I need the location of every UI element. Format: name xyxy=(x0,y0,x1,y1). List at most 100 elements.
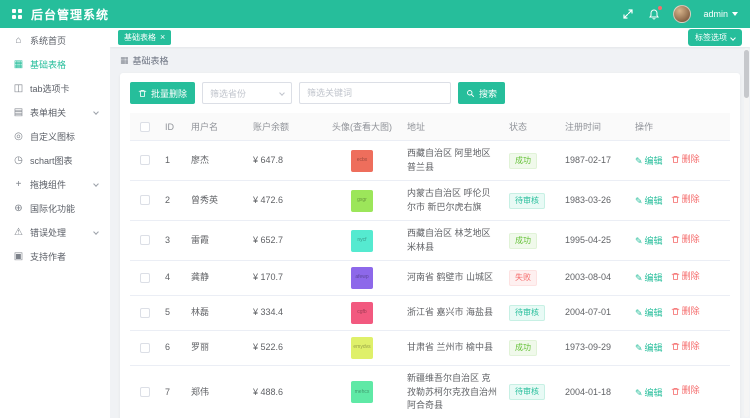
tag-options-button[interactable]: 标签选项 xyxy=(688,29,742,46)
province-select[interactable]: 筛选省份 xyxy=(202,82,293,104)
pencil-icon: ✎ xyxy=(635,387,643,398)
table-row: 6 罗丽 ¥ 522.6 emydvs 甘肃省 兰州市 榆中县 成功 1973-09-29 ✎… xyxy=(130,330,730,366)
cell-status: 待审核 xyxy=(504,180,560,221)
sidebar-item-schart[interactable]: ◷ schart图表 xyxy=(0,148,110,172)
column-header: ID xyxy=(160,113,186,141)
tab-label: 基础表格 xyxy=(124,33,156,42)
sidebar-item-i18n[interactable]: ⊕ 国际化功能 xyxy=(0,196,110,220)
province-select-placeholder: 筛选省份 xyxy=(210,88,247,99)
delete-button[interactable]: 删除 xyxy=(671,270,700,284)
chart-icon: ◷ xyxy=(14,154,23,166)
avatar-image[interactable]: ecbx xyxy=(351,149,373,172)
row-checkbox[interactable] xyxy=(140,235,150,246)
cell-username: 曾秀英 xyxy=(186,180,248,221)
edit-button[interactable]: ✎ 编辑 xyxy=(635,387,663,401)
row-checkbox-cell xyxy=(130,295,160,331)
delete-button[interactable]: 删除 xyxy=(671,340,700,354)
row-checkbox[interactable] xyxy=(140,342,150,353)
sidebar-item-label: schart图表 xyxy=(30,155,73,166)
search-icon xyxy=(467,89,474,97)
sidebar-item-support[interactable]: ▣ 支持作者 xyxy=(0,244,110,268)
avatar-image[interactable]: afewp xyxy=(351,267,373,289)
sidebar-item-forms[interactable]: ▤ 表单相关 xyxy=(0,100,110,124)
sidebar-item-drag[interactable]: + 拖拽组件 xyxy=(0,172,110,196)
batch-delete-button[interactable]: 批量删除 xyxy=(130,82,196,104)
user-menu[interactable]: admin xyxy=(703,9,738,19)
row-checkbox[interactable] xyxy=(140,155,150,166)
cell-avatar: mehcx xyxy=(322,365,402,418)
cell-registered: 1995-04-25 xyxy=(560,220,630,261)
select-all-checkbox[interactable] xyxy=(140,121,150,132)
edit-button[interactable]: ✎ 编辑 xyxy=(635,235,663,249)
row-checkbox[interactable] xyxy=(140,387,150,398)
delete-button[interactable]: 删除 xyxy=(671,384,700,398)
row-checkbox[interactable] xyxy=(140,307,150,318)
scrollbar-thumb[interactable] xyxy=(744,50,749,98)
trash-icon xyxy=(138,89,147,97)
avatar-image[interactable]: cgfb xyxy=(351,302,373,324)
cell-balance: ¥ 170.7 xyxy=(248,260,322,296)
cell-avatar: emydvs xyxy=(322,330,402,366)
delete-button[interactable]: 删除 xyxy=(671,305,700,319)
sidebar-item-errors[interactable]: ⚠ 错误处理 xyxy=(0,220,110,244)
fullscreen-icon[interactable] xyxy=(621,7,635,21)
row-checkbox[interactable] xyxy=(140,272,150,283)
cell-status: 成功 xyxy=(504,220,560,261)
cell-avatar: nycf xyxy=(322,220,402,261)
delete-button[interactable]: 删除 xyxy=(671,193,700,207)
cell-registered: 1983-03-26 xyxy=(560,180,630,221)
cell-address: 新疆维吾尔自治区 克孜勒苏柯尔克孜自治州 阿合奇县 xyxy=(402,365,504,418)
cell-address: 甘肃省 兰州市 榆中县 xyxy=(402,330,504,366)
keyword-input[interactable] xyxy=(299,82,452,104)
warning-icon: ⚠ xyxy=(14,226,23,238)
cell-address: 河南省 鹤壁市 山城区 xyxy=(402,260,504,296)
notification-badge xyxy=(658,6,663,10)
cell-status: 失败 xyxy=(504,260,560,296)
scrollbar[interactable] xyxy=(744,48,749,417)
sidebar-item-label: 表单相关 xyxy=(30,107,67,118)
tag-options-label: 标签选项 xyxy=(695,33,727,42)
avatar-image[interactable]: nycf xyxy=(351,229,373,252)
edit-button[interactable]: ✎ 编辑 xyxy=(635,272,663,286)
cell-id: 5 xyxy=(160,295,186,331)
edit-button[interactable]: ✎ 编辑 xyxy=(635,155,663,169)
cell-status: 成功 xyxy=(504,330,560,366)
cell-registered: 1973-09-29 xyxy=(560,330,630,366)
cell-status: 成功 xyxy=(504,140,560,181)
notification-bell-icon[interactable] xyxy=(647,6,663,21)
avatar-image[interactable]: emydvs xyxy=(351,337,373,359)
avatar-image[interactable]: gxgr xyxy=(351,189,373,212)
user-avatar[interactable] xyxy=(673,5,692,23)
delete-button[interactable]: 删除 xyxy=(671,153,700,167)
close-icon[interactable]: × xyxy=(160,32,166,42)
sidebar-item-custom-icon[interactable]: ◎ 自定义图标 xyxy=(0,124,110,148)
cell-id: 4 xyxy=(160,260,186,296)
tab-basic-table[interactable]: 基础表格 × xyxy=(118,30,172,45)
table-icon: ▦ xyxy=(120,55,129,65)
custom-icon-icon: ◎ xyxy=(14,130,23,142)
avatar-image[interactable]: mehcx xyxy=(351,381,373,404)
cell-balance: ¥ 334.4 xyxy=(248,295,322,331)
breadcrumb-label: 基础表格 xyxy=(132,56,169,66)
edit-button[interactable]: ✎ 编辑 xyxy=(635,307,663,321)
cell-balance: ¥ 488.6 xyxy=(248,365,322,418)
home-icon: ⌂ xyxy=(15,34,22,46)
chevron-down-icon xyxy=(93,229,99,235)
sidebar-item-label: 支持作者 xyxy=(30,251,67,262)
cell-balance: ¥ 522.6 xyxy=(248,330,322,366)
edit-button[interactable]: ✎ 编辑 xyxy=(635,195,663,209)
edit-button[interactable]: ✎ 编辑 xyxy=(635,342,663,356)
sidebar-item-tabs[interactable]: ◫ tab选项卡 xyxy=(0,76,110,100)
breadcrumb: ▦ 基础表格 xyxy=(120,54,740,67)
sidebar-item-home[interactable]: ⌂ 系统首页 xyxy=(0,28,110,52)
search-button[interactable]: 搜索 xyxy=(458,82,506,104)
app-logo-icon xyxy=(12,9,22,19)
status-badge: 待审核 xyxy=(509,305,545,321)
user-name-label: admin xyxy=(703,9,728,19)
row-checkbox[interactable] xyxy=(140,195,150,206)
tab-bar: 基础表格 × 标签选项 xyxy=(110,28,750,47)
sidebar-item-basic-table[interactable]: ▦ 基础表格 xyxy=(0,52,110,76)
cell-id: 7 xyxy=(160,365,186,418)
row-checkbox-cell xyxy=(130,140,160,181)
delete-button[interactable]: 删除 xyxy=(671,233,700,247)
